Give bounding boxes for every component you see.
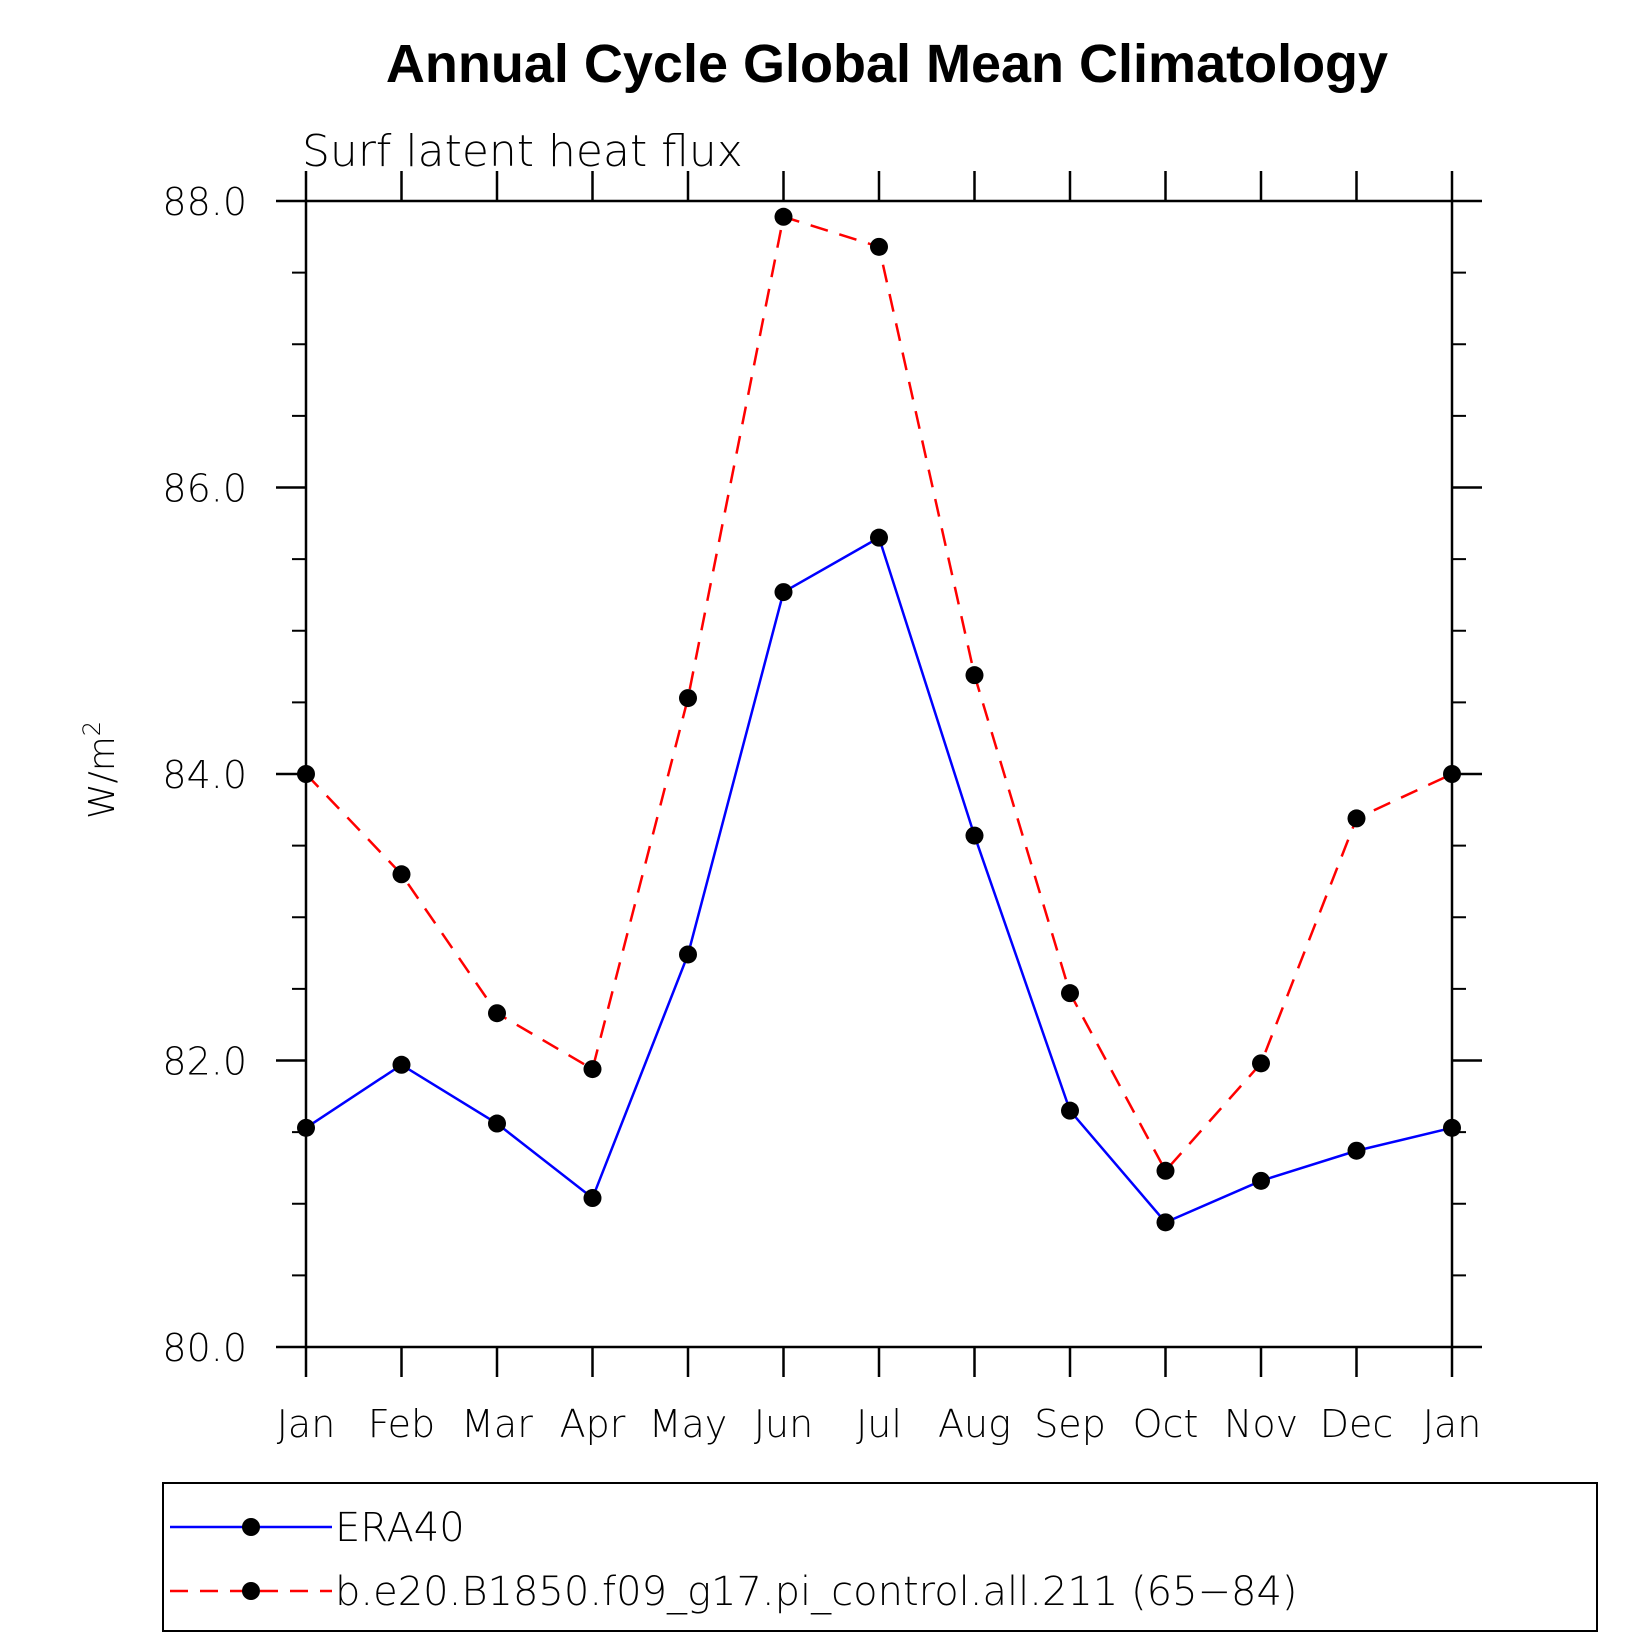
series-1-point [1156,1161,1175,1180]
series-0-point [965,826,984,845]
legend-marker-0 [242,1518,260,1536]
x-tick-label: Jan [277,1402,336,1446]
series-1-point [583,1060,602,1079]
series-0-point [1347,1141,1366,1160]
y-tick-label: 82.0 [162,1040,247,1084]
y-tick-label: 86.0 [162,467,247,511]
legend-box [162,1482,1598,1632]
x-tick-label: Mar [461,1402,533,1446]
series-1-point [774,207,793,226]
series-1-point [1443,765,1461,783]
x-tick-label: Feb [368,1402,435,1446]
y-axis-label-superscript: 2 [78,721,106,736]
series-0-point [1252,1171,1270,1190]
series-0-point [583,1189,602,1208]
chart-subtitle: Surf latent heat flux [302,126,743,177]
legend-label-0: ERA40 [335,1505,465,1551]
series-0-point [1156,1213,1175,1232]
series-1-point [870,237,888,256]
x-tick-label: Apr [560,1402,626,1446]
y-tick-label: 88.0 [162,180,247,224]
series-0-point [488,1114,506,1133]
x-tick-label: Aug [938,1402,1011,1446]
x-tick-label: Dec [1320,1402,1394,1446]
series-0-point [679,945,697,964]
legend-label-1: b.e20.B1850.f09_g17.pi_control.all.211 (… [335,1569,1298,1615]
series-1-point [1252,1054,1270,1073]
x-tick-label: Oct [1133,1402,1199,1446]
legend-marker-1 [242,1582,260,1600]
series-1-point [488,1004,506,1023]
series-0-point [392,1055,411,1074]
x-tick-label: Jan [1423,1402,1482,1446]
x-tick-label: Jul [856,1402,902,1446]
series-0-point [774,583,793,602]
x-tick-label: May [649,1402,728,1446]
series-0-point [1443,1118,1461,1137]
series-1-point [965,666,984,685]
series-1-point [1061,984,1079,1003]
series-1-point [679,689,697,708]
series-line-0 [305,535,1453,1224]
chart-title: Annual Cycle Global Mean Climatology [386,34,1388,94]
series-1-point [1347,809,1366,828]
y-tick-label: 84.0 [162,753,247,797]
x-tick-label: Jun [754,1402,813,1446]
series-0-point [297,1118,315,1137]
x-tick-label: Sep [1034,1402,1106,1446]
y-axis-label: W/m2 [78,721,123,819]
y-axis-label-text: W/m [82,736,123,819]
series-0-point [870,528,888,547]
series-1-point [297,765,315,783]
svg-text:W/m2: W/m2 [78,721,123,819]
series-1-point [392,865,411,884]
series-0-point [1061,1101,1079,1120]
series-line-1 [305,215,1453,1173]
x-tick-label: Nov [1224,1402,1298,1446]
y-tick-label: 80.0 [162,1326,247,1370]
